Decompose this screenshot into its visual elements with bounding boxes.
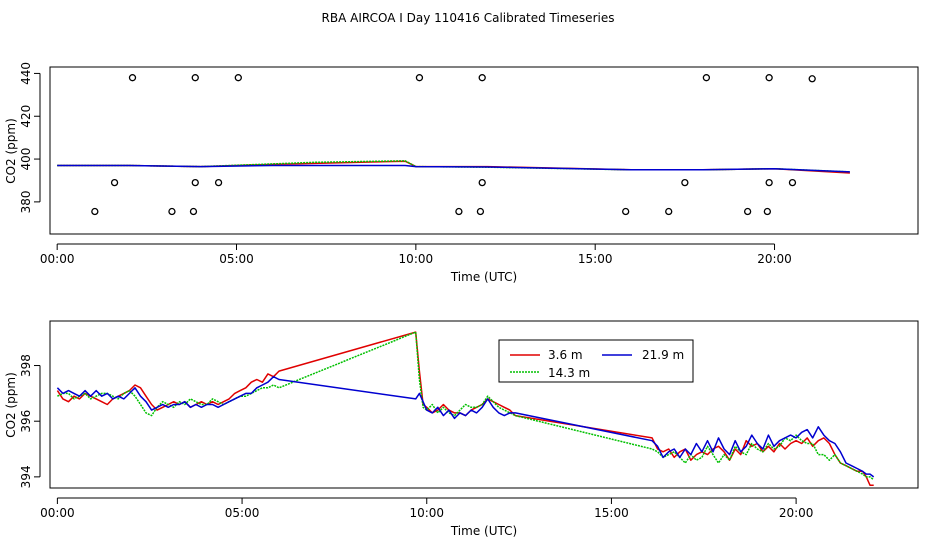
y-tick-label: 400 xyxy=(19,148,33,171)
reference-point xyxy=(189,207,198,216)
x-axis-label: Time (UTC) xyxy=(450,524,517,538)
legend: 3.6 m 21.9 m 14.3 m xyxy=(498,339,694,383)
y-tick-label: 398 xyxy=(19,354,33,377)
x-tick-label: 10:00 xyxy=(399,252,434,266)
plot-frame xyxy=(49,320,919,489)
reference-point xyxy=(415,74,424,82)
panel-co2-zoom: 00:00 05:00 10:00 15:00 20:00 394 396 398 Time … xyxy=(4,320,919,538)
reference-point xyxy=(765,178,773,187)
reference-point xyxy=(110,178,119,187)
legend-box xyxy=(498,339,694,383)
x-tick-label: 20:00 xyxy=(779,506,814,520)
axes: 00:00 05:00 10:00 15:00 20:00 394 396 398 xyxy=(19,354,813,520)
y-tick-label: 396 xyxy=(19,410,33,433)
reference-point xyxy=(681,178,689,187)
series-line-21.9m xyxy=(57,164,850,173)
reference-point xyxy=(478,74,486,82)
plot-frame xyxy=(49,66,919,235)
reference-point xyxy=(788,178,797,187)
reference-point xyxy=(702,74,711,82)
y-tick-label: 440 xyxy=(19,62,33,85)
panel-reference-and-heights: 00:00 05:00 10:00 15:00 20:00 380 400 420 440 Ti… xyxy=(4,62,919,284)
x-tick-label: 05:00 xyxy=(219,252,254,266)
y-tick-label: 420 xyxy=(19,105,33,128)
reference-point xyxy=(191,74,199,82)
x-tick-label: 15:00 xyxy=(578,252,613,266)
data-layer xyxy=(56,331,875,486)
data-layer xyxy=(57,74,850,216)
reference-point xyxy=(455,207,463,216)
x-tick-label: 00:00 xyxy=(40,506,75,520)
reference-point xyxy=(808,75,816,83)
x-tick-label: 20:00 xyxy=(757,252,792,266)
reference-point xyxy=(665,207,673,216)
x-tick-label: 10:00 xyxy=(409,506,444,520)
x-tick-label: 00:00 xyxy=(40,252,75,266)
axes: 00:00 05:00 10:00 15:00 20:00 380 400 420 440 xyxy=(19,62,792,266)
y-axis-label: CO2 (ppm) xyxy=(4,118,18,184)
x-tick-label: 15:00 xyxy=(594,506,629,520)
series-line-14.3m xyxy=(57,331,875,481)
legend-label-3.6m: 3.6 m xyxy=(548,348,583,362)
reference-point xyxy=(91,207,99,216)
legend-label-14.3m: 14.3 m xyxy=(548,366,590,380)
x-tick-label: 05:00 xyxy=(225,506,260,520)
y-tick-label: 394 xyxy=(19,465,33,488)
reference-point xyxy=(234,74,242,82)
y-tick-label: 380 xyxy=(19,190,33,213)
legend-label-21.9m: 21.9 m xyxy=(642,348,684,362)
reference-point xyxy=(763,207,772,216)
reference-point xyxy=(128,74,137,82)
reference-point xyxy=(214,178,223,187)
chart-title: RBA AIRCOA I Day 110416 Calibrated Times… xyxy=(322,11,615,25)
series-line-21.9m xyxy=(56,375,875,478)
reference-point xyxy=(478,178,486,187)
reference-point xyxy=(476,207,485,216)
reference-point xyxy=(765,74,773,82)
reference-point xyxy=(622,207,630,216)
series-line-3.6m xyxy=(56,331,874,486)
reference-point xyxy=(191,178,199,187)
reference-point xyxy=(743,207,752,216)
x-axis-label: Time (UTC) xyxy=(450,270,517,284)
reference-point xyxy=(168,207,176,216)
y-axis-label: CO2 (ppm) xyxy=(4,372,18,438)
